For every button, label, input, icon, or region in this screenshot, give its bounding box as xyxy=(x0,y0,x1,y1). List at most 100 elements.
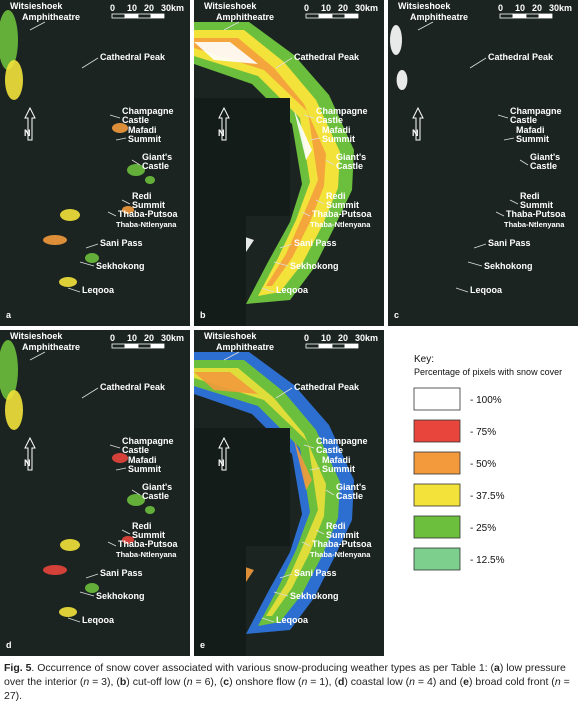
leader-line xyxy=(503,137,515,141)
scale-segment xyxy=(331,13,346,19)
scale-label: 10 xyxy=(127,333,137,343)
place-label: Sekhokong xyxy=(290,261,339,271)
place-label: Castle xyxy=(316,445,343,455)
map-background xyxy=(388,0,578,326)
scale-label: 30km xyxy=(161,333,184,343)
leader-line xyxy=(279,573,293,579)
place-label: Summit xyxy=(132,200,165,210)
leader-line xyxy=(261,287,275,293)
place-label: Castle xyxy=(336,491,363,501)
leader-line xyxy=(109,114,121,119)
caption: Fig. 5. Occurrence of snow cover associa… xyxy=(4,661,576,703)
scale-label: 0 xyxy=(110,3,115,13)
caption-text: = 27). xyxy=(4,676,570,702)
place-label: Amphitheatre xyxy=(410,12,468,22)
place-label: Cathedral Peak xyxy=(100,52,166,62)
snow-patch xyxy=(85,253,99,263)
north-arrow xyxy=(218,436,230,471)
caption-text: ) onshore flow ( xyxy=(229,676,302,688)
leader-line xyxy=(315,199,325,205)
north-label: N xyxy=(218,128,225,138)
place-label: Amphitheatre xyxy=(216,342,274,352)
place-label: Cathedral Peak xyxy=(294,382,360,392)
leader-line xyxy=(261,617,275,623)
north-label: N xyxy=(24,128,31,138)
leader-line xyxy=(467,261,483,267)
place-label: Summit xyxy=(322,464,355,474)
scale-segment xyxy=(305,343,320,349)
place-label: Castle xyxy=(142,161,169,171)
place-label: Mafadi xyxy=(516,125,545,135)
place-label: Champagne xyxy=(316,436,368,446)
place-label: Thaba-Putsoa xyxy=(312,539,373,549)
snow-patch xyxy=(122,536,134,544)
place-label: Thaba-Ntlenyana xyxy=(116,220,177,229)
caption-text: ) cut-off low ( xyxy=(126,676,187,688)
caption-text: c xyxy=(223,676,230,688)
snow-patch xyxy=(5,390,23,430)
place-label: Mafadi xyxy=(322,455,351,465)
place-label: Castle xyxy=(122,445,149,455)
leader-line xyxy=(115,467,127,471)
north-arrow xyxy=(412,106,424,141)
place-label: Castle xyxy=(530,161,557,171)
caption-text: n xyxy=(83,676,90,688)
leader-line xyxy=(275,387,293,399)
snow-patch xyxy=(5,60,23,100)
place-label: Thaba-Ntlenyana xyxy=(116,550,177,559)
leader-line xyxy=(275,57,293,69)
place-label: Redi xyxy=(520,191,540,201)
place-label: Witsieshoek xyxy=(204,1,257,11)
leader-line xyxy=(495,211,505,217)
north-label: N xyxy=(218,458,225,468)
key-label: - 75% xyxy=(470,427,496,438)
caption-text: ) broad cold front ( xyxy=(469,676,555,688)
place-label: Witsieshoek xyxy=(10,1,63,11)
snow-patch xyxy=(112,123,128,133)
scale-label: 30km xyxy=(161,3,184,13)
key-swatch xyxy=(413,451,461,475)
scale-segment xyxy=(318,343,333,349)
scale-label: 10 xyxy=(127,3,137,13)
data-gap xyxy=(194,98,290,216)
caption-text: n xyxy=(554,676,561,688)
caption-text: Fig. 5 xyxy=(4,662,32,674)
place-label: Amphitheatre xyxy=(22,342,80,352)
place-label: Leqooa xyxy=(82,285,115,295)
place-label: Summit xyxy=(128,134,161,144)
place-label: Sani Pass xyxy=(294,238,337,248)
snow-patch xyxy=(127,164,145,176)
north-arrow xyxy=(24,106,36,141)
place-label: Leqooa xyxy=(82,615,115,625)
place-label: Sani Pass xyxy=(488,238,531,248)
place-label: Cathedral Peak xyxy=(294,52,360,62)
caption-text: ) coastal low ( xyxy=(344,676,410,688)
data-gap xyxy=(194,428,290,546)
place-label: Summit xyxy=(128,464,161,474)
leader-line xyxy=(309,137,321,141)
place-label: Sekhokong xyxy=(290,591,339,601)
leader-line xyxy=(67,287,81,293)
key-swatch xyxy=(413,387,461,411)
place-label: Amphitheatre xyxy=(216,12,274,22)
scale-segment xyxy=(150,343,165,349)
place-label: Castle xyxy=(510,115,537,125)
leader-line xyxy=(131,489,141,496)
leader-line xyxy=(301,541,311,547)
place-label: Castle xyxy=(316,115,343,125)
leader-line xyxy=(473,243,487,249)
north-arrow xyxy=(218,106,230,141)
caption-text: = 4) and ( xyxy=(415,676,464,688)
place-label: Redi xyxy=(326,191,346,201)
scale-label: 0 xyxy=(110,333,115,343)
panel-letter: c xyxy=(394,310,399,320)
snow-patch xyxy=(0,10,18,70)
caption-text: = 6), ( xyxy=(192,676,224,688)
caption-text: n xyxy=(409,676,416,688)
snow-patch xyxy=(60,209,80,221)
key-label: - 37.5% xyxy=(470,491,505,502)
place-label: Castle xyxy=(142,491,169,501)
